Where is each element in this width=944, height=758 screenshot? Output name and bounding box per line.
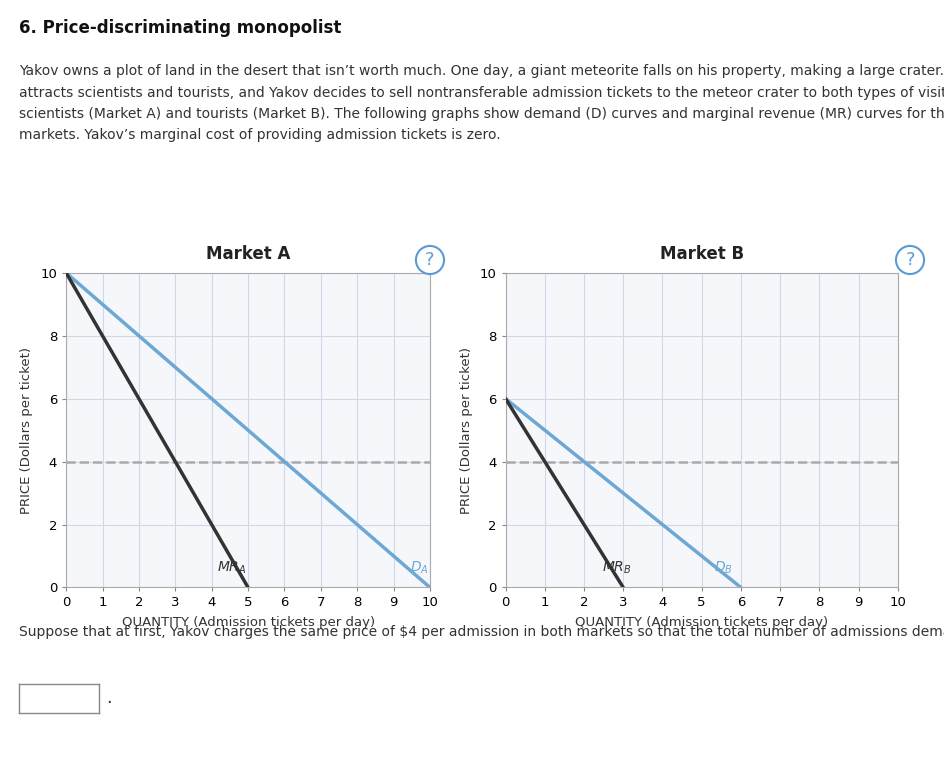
Text: ?: ? <box>425 251 434 269</box>
Y-axis label: PRICE (Dollars per ticket): PRICE (Dollars per ticket) <box>459 346 472 514</box>
Text: Suppose that at first, Yakov charges the same price of $4 per admission in both : Suppose that at first, Yakov charges the… <box>19 625 944 639</box>
Text: $MR_{A}$: $MR_{A}$ <box>217 560 246 576</box>
Y-axis label: PRICE (Dollars per ticket): PRICE (Dollars per ticket) <box>20 346 33 514</box>
Text: $MR_{B}$: $MR_{B}$ <box>602 560 632 576</box>
Title: Market B: Market B <box>659 245 743 263</box>
Text: ?: ? <box>904 251 914 269</box>
Text: Yakov owns a plot of land in the desert that isn’t worth much. One day, a giant : Yakov owns a plot of land in the desert … <box>19 64 944 142</box>
Text: $D_{B}$: $D_{B}$ <box>713 560 732 576</box>
Text: $D_{A}$: $D_{A}$ <box>410 560 428 576</box>
Text: 6. Price-discriminating monopolist: 6. Price-discriminating monopolist <box>19 19 341 37</box>
Title: Market A: Market A <box>206 245 290 263</box>
X-axis label: QUANTITY (Admission tickets per day): QUANTITY (Admission tickets per day) <box>122 616 374 629</box>
X-axis label: QUANTITY (Admission tickets per day): QUANTITY (Admission tickets per day) <box>575 616 827 629</box>
Text: .: . <box>106 689 111 707</box>
